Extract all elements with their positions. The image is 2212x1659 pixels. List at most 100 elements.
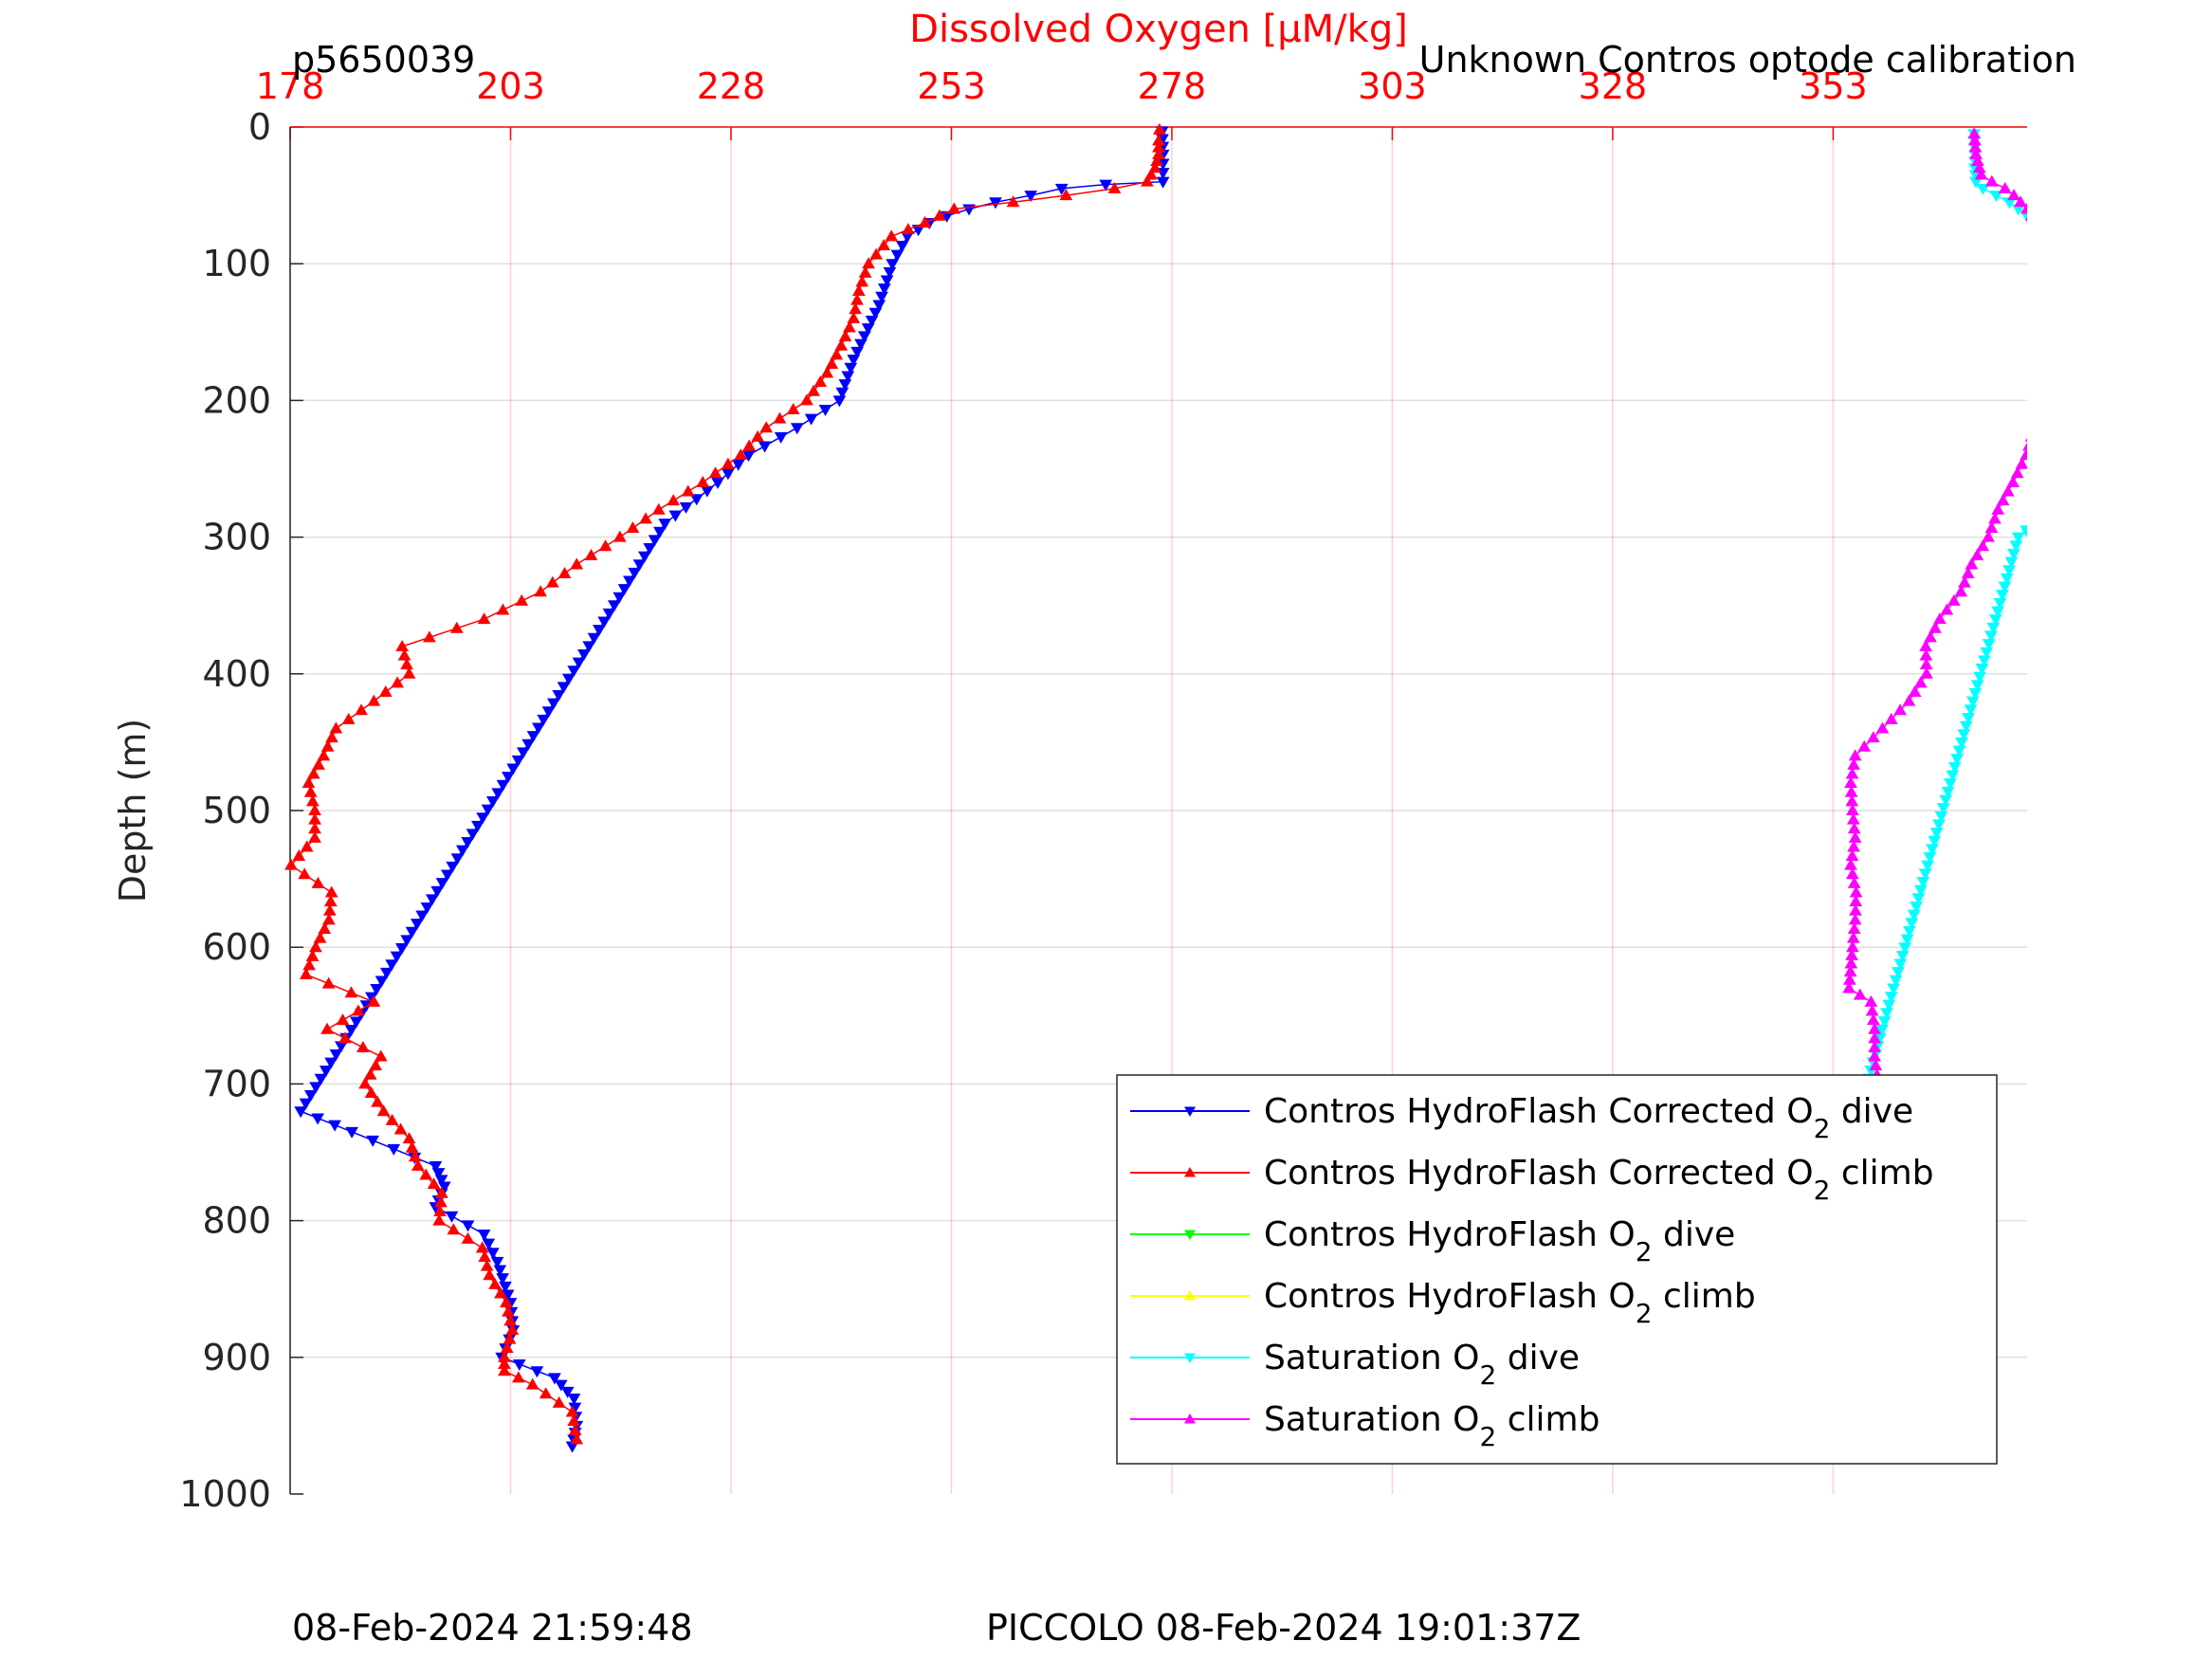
series-point [349,1016,363,1029]
series-point [883,266,897,279]
series-point [486,795,500,808]
series-point [1843,965,1857,977]
series-point [1957,729,1971,741]
series-point [617,584,631,596]
series-point [405,926,419,939]
series-point [1141,174,1154,187]
series-point [1868,1031,1881,1044]
series-point [1846,931,1860,943]
series-point [498,1350,511,1362]
series-point [1961,567,1975,579]
footer-timestamp: 08-Feb-2024 21:59:48 [292,1607,693,1649]
series-point [375,975,389,988]
series-point [1847,822,1861,834]
series-point [319,1066,333,1078]
series-point [1968,140,1983,153]
series-point [547,698,560,710]
series-point [2029,422,2040,432]
series-point [1952,745,1966,757]
series-point [344,1025,358,1037]
y-tick-label: 900 [202,1337,271,1378]
series-point [1844,776,1857,789]
series-point [1884,712,1898,724]
series-point [1845,849,1859,862]
series-point [369,1059,383,1071]
series-point [1848,830,1862,843]
series-point [402,1132,416,1144]
series-point [476,812,490,825]
series-point [2030,292,2041,302]
series-point [1989,191,2003,203]
series-point [835,387,850,399]
series-point [311,1113,324,1125]
series-point [338,1031,352,1044]
series-point [322,913,336,925]
series-point [1980,647,1994,659]
series-point [2029,356,2040,367]
series-point [1984,174,1999,187]
series-point [1884,992,1898,1004]
series-point [1847,876,1861,888]
series-point [320,1022,334,1034]
series-point [807,384,820,396]
series-point [759,421,774,433]
series-point [1916,876,1930,888]
series-point [2029,454,2040,465]
series-point [1864,994,1878,1007]
series-point [517,747,530,759]
series-point [584,548,598,560]
series-point [838,330,852,342]
series-point [1107,181,1122,193]
series-point [2015,457,2027,469]
series-point [847,355,861,367]
series-point [2032,345,2043,356]
series-point [532,722,545,735]
series-point [2030,332,2041,342]
series-point [511,755,525,767]
series-point [371,1095,384,1107]
series-point [774,431,788,444]
series-point [370,984,384,996]
series-point [567,1414,580,1427]
series-point [1933,612,1947,625]
series-point [643,543,657,556]
y-tick-label: 0 [248,106,271,148]
series-point [838,379,852,392]
series-point [2028,422,2039,432]
series-point [830,348,844,360]
y-tick-label: 1000 [179,1473,271,1515]
series-point [651,502,666,515]
series-point [324,1057,338,1069]
series-point [2029,381,2040,392]
series-point [1996,590,2009,602]
series-point [435,1186,448,1198]
series-point [639,512,652,524]
series-point [1932,819,1946,831]
series-point [1966,696,1980,708]
series-point [308,812,321,825]
series-point [1895,950,1910,962]
series-point [478,1250,492,1263]
series-point [623,575,636,588]
series-point [567,1394,581,1406]
series-point [834,338,849,351]
series-point [2020,210,2027,223]
series-point [306,794,320,807]
series-point [317,749,331,761]
series-point [2029,413,2040,424]
series-point [526,731,540,743]
series-point [385,1113,399,1125]
series-point [820,366,834,378]
y-tick-label: 300 [202,517,271,558]
series-point [2031,298,2042,308]
series-point [521,738,536,751]
series-point [2032,361,2043,372]
y-tick-label: 200 [202,379,271,421]
series-point [2030,283,2041,294]
series-point [858,265,872,278]
series-point [1959,720,1973,733]
series-point [385,959,399,972]
series-point [530,1366,544,1378]
series-point [1986,622,2001,634]
series-point [869,247,883,260]
